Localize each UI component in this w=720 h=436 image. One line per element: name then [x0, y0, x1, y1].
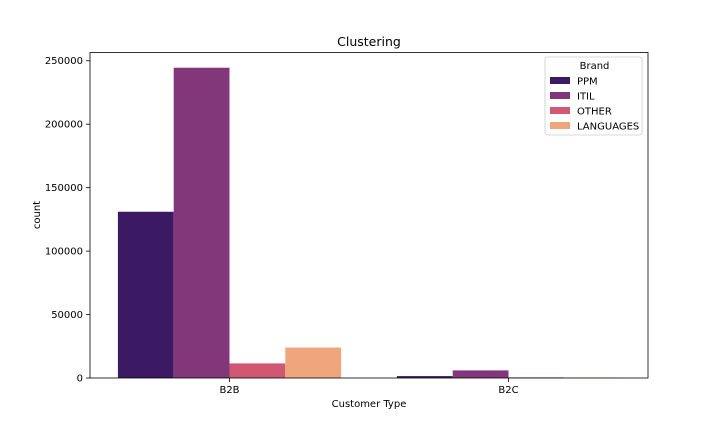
y-axis: 0 50000 100000 150000 200000 250000 [45, 56, 90, 384]
y-tick-label: 100000 [45, 247, 83, 258]
bar-itil-b2c [453, 370, 509, 378]
y-tick-label: 0 [77, 374, 83, 385]
legend-label-ppm: PPM [577, 77, 598, 88]
bar-other-b2b [230, 363, 286, 378]
legend: Brand PPM ITIL OTHER LANGUAGES [545, 57, 642, 135]
y-tick-label: 50000 [51, 310, 83, 321]
legend-swatch-itil [550, 92, 570, 99]
y-tick-label: 150000 [45, 183, 83, 194]
y-tick-label: 200000 [45, 120, 83, 131]
bar-languages-b2b [285, 348, 341, 378]
bar-ppm-b2b [118, 212, 174, 378]
legend-swatch-languages [550, 122, 570, 129]
legend-label-languages: LANGUAGES [577, 122, 639, 133]
legend-label-itil: ITIL [577, 92, 595, 103]
legend-swatch-ppm [550, 77, 570, 84]
legend-title: Brand [580, 61, 610, 72]
x-axis: B2B B2C [219, 378, 518, 396]
x-tick-label: B2B [219, 385, 239, 396]
x-axis-label: Customer Type [332, 399, 407, 410]
x-tick-label: B2C [498, 385, 518, 396]
chart-title: Clustering [337, 34, 401, 49]
bar-itil-b2b [174, 68, 230, 378]
y-tick-label: 250000 [45, 56, 83, 67]
legend-label-other: OTHER [577, 107, 612, 118]
y-axis-label: count [32, 201, 43, 229]
legend-swatch-other [550, 107, 570, 114]
